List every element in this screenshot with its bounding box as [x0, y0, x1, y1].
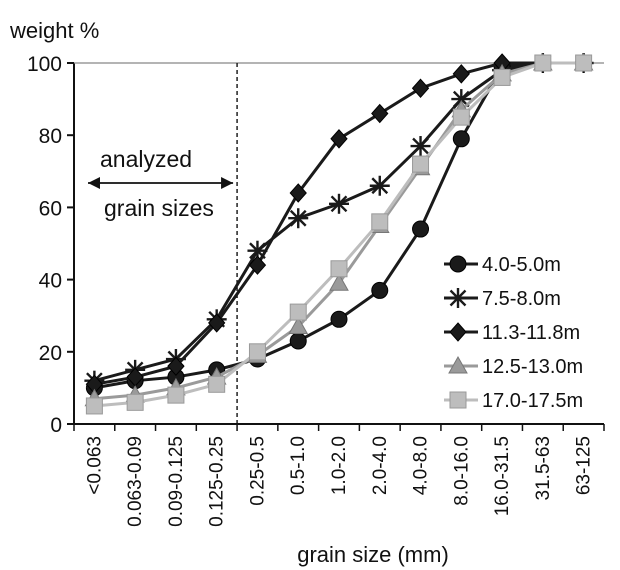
series-4-point-12 [575, 54, 593, 72]
series-1-point-9-stroke-3 [452, 90, 470, 108]
series-4-point-1 [126, 393, 144, 411]
series-4 [85, 54, 593, 415]
series-1-point-6-stroke-3 [330, 195, 348, 213]
series-4-point-11 [534, 54, 552, 72]
y-tick-label-0: 0 [50, 414, 62, 437]
annotation-line-2: grain sizes [104, 195, 214, 221]
series-4-point-3 [208, 375, 226, 393]
tick-labels: 0 20 40 60 80 100 <0.063 0.063-0.09 0.09-0.125 0.… [27, 53, 595, 527]
y-tick-label-100: 100 [27, 53, 62, 76]
annotation-arrow-right-head [221, 177, 234, 189]
series-2-point-9 [452, 64, 470, 84]
y-tick-label-80: 80 [39, 125, 62, 148]
series-4-point-6 [330, 260, 348, 278]
y-tick-label-60: 60 [39, 197, 62, 220]
legend-marker-0 [449, 255, 467, 273]
series-2-point-2 [167, 356, 185, 376]
series-line-4 [94, 61, 584, 408]
legend-marker-3 [448, 355, 468, 374]
series-3-point-5 [288, 316, 309, 335]
legend: 4.0-5.0m 7.5-8.0m 11.3-11.8m 12.5-13.0m 17.0… [444, 254, 583, 412]
legend-label-3: 12.5-13.0m [482, 356, 583, 378]
series-2-point-6 [330, 129, 348, 149]
series-line-3 [94, 61, 584, 401]
series-4-point-5 [289, 303, 307, 321]
series-0-point-9 [452, 130, 470, 148]
x-tick-label-10: 16.0-31.5 [492, 436, 513, 516]
series-4-point-4 [248, 343, 266, 361]
x-tick-label-1: 0.063-0.09 [125, 436, 146, 527]
series-4-point-9 [452, 108, 470, 126]
series-0-point-8 [412, 220, 430, 238]
axes [67, 62, 605, 431]
x-tick-label-3: 0.125-0.25 [207, 436, 228, 527]
x-tick-label-0: <0.063 [84, 436, 105, 495]
series-1-point-7-stroke-3 [371, 177, 389, 195]
y-tick-label-40: 40 [39, 270, 62, 293]
series-4-point-8 [412, 155, 430, 173]
series-0-point-7 [371, 281, 389, 299]
series-3-point-6 [329, 273, 349, 291]
series-layer [84, 52, 594, 415]
x-tick-label-4: 0.25-0.5 [247, 436, 268, 506]
series-1-point-8 [410, 136, 431, 157]
x-tick-label-5: 0.5-1.0 [288, 436, 309, 495]
legend-marker-4 [449, 391, 467, 409]
series-0-point-5 [289, 332, 307, 350]
y-axis-title: weight % [9, 18, 99, 43]
legend-marker-1 [448, 288, 468, 308]
series-4-point-10 [493, 68, 511, 86]
annotation-arrow-left-head [88, 177, 100, 189]
series-2-point-8 [411, 78, 430, 99]
x-tick-label-6: 1.0-2.0 [329, 436, 350, 495]
x-tick-label-2: 0.09-0.125 [166, 436, 187, 527]
legend-marker-2 [449, 322, 467, 342]
series-2-point-4 [248, 255, 267, 275]
annotation: analyzed grain sizes [100, 146, 214, 221]
series-4-point-2 [167, 386, 185, 404]
series-2-point-3 [208, 313, 226, 333]
x-axis-title: grain size (mm) [297, 542, 449, 567]
series-4-point-0 [85, 397, 103, 415]
series-0-point-6 [330, 310, 348, 328]
annotation-line-1: analyzed [100, 146, 192, 172]
x-tick-label-12: 63-125 [574, 436, 595, 495]
series-1-point-7 [369, 175, 390, 196]
series-0 [85, 54, 593, 397]
legend-label-4: 17.0-17.5m [482, 390, 583, 412]
series-1-point-5-stroke-3 [289, 209, 307, 227]
legend-label-0: 4.0-5.0m [482, 254, 561, 276]
x-tick-label-11: 31.5-63 [533, 436, 554, 500]
series-1-point-4-stroke-3 [249, 242, 266, 260]
legend-label-2: 11.3-11.8m [482, 322, 580, 344]
series-1-point-8-stroke-3 [412, 137, 429, 155]
series-2-point-5 [289, 183, 307, 203]
series-3 [84, 52, 594, 407]
series-2-point-7 [371, 103, 389, 124]
x-tick-label-9: 8.0-16.0 [451, 436, 472, 506]
series-4-point-7 [371, 213, 389, 231]
legend-marker-1-stroke-3 [449, 289, 467, 307]
x-tick-label-7: 2.0-4.0 [370, 436, 391, 495]
x-tick-label-8: 4.0-8.0 [411, 436, 432, 495]
legend-label-1: 7.5-8.0m [482, 288, 561, 310]
series-1-point-6 [329, 193, 349, 214]
y-tick-label-20: 20 [39, 342, 62, 365]
series-1-point-5 [288, 208, 309, 229]
